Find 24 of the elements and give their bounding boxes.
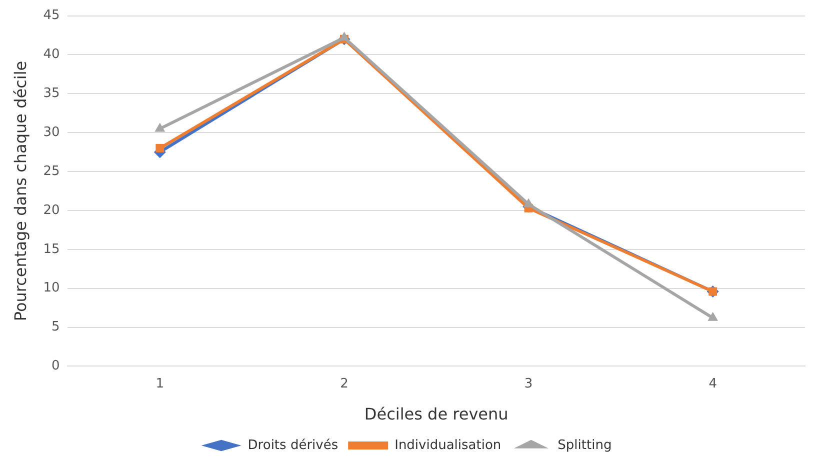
- y-tick-label: 40: [43, 47, 60, 62]
- y-tick-label: 45: [43, 8, 60, 24]
- x-axis-title: Déciles de revenu: [364, 404, 508, 424]
- y-tick-label: 20: [43, 202, 60, 218]
- y-tick-label: 30: [43, 124, 60, 140]
- y-tick-label: 10: [43, 280, 60, 296]
- y-tick-label: 0: [51, 358, 60, 374]
- x-tick-label: 1: [156, 376, 164, 392]
- x-tick-label: 4: [708, 376, 717, 392]
- y-axis-title: Pourcentage dans chaque décile: [10, 60, 30, 322]
- y-tick-label: 15: [43, 242, 60, 257]
- point: [156, 144, 164, 152]
- legend-label: Individualisation: [394, 438, 502, 453]
- y-tick-label: 35: [43, 86, 60, 102]
- legend-label: Splitting: [558, 438, 612, 453]
- point: [708, 312, 718, 321]
- point: [523, 198, 534, 208]
- legend-label: Droits dérivés: [248, 438, 338, 453]
- x-tick-label: 3: [524, 376, 533, 392]
- x-tick-label: 2: [340, 376, 348, 392]
- point: [339, 32, 350, 41]
- y-tick-label: 5: [51, 320, 60, 335]
- point: [154, 122, 166, 132]
- y-tick-label: 25: [43, 164, 60, 179]
